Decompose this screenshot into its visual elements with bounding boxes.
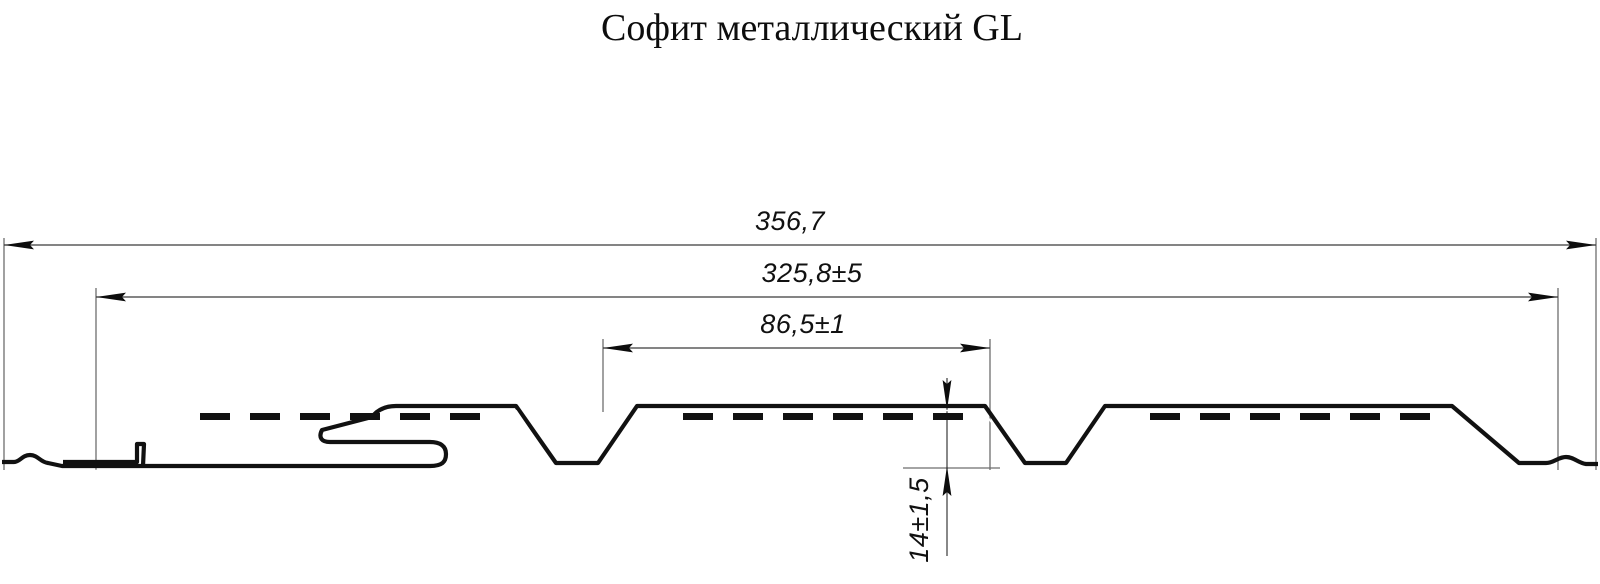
extension-lines [3,238,1597,470]
dim-label-segment-width: 86,5±1 [760,309,845,339]
page-title: Софит металлический GL [601,7,1023,49]
dimension-lines-horizontal [4,240,1596,353]
perforation-slot [1400,413,1430,420]
profile-outline-path [2,403,1598,469]
profile-inner-edge [62,409,1546,472]
perforation-slots [200,413,1430,420]
perforation-slot [1150,413,1180,420]
dim-label-profile-height: 14±1,5 [904,477,934,563]
perforation-slot [683,413,713,420]
perforation-slot [350,413,380,420]
dim-label-working-width: 325,8±5 [762,258,863,288]
perforation-slot [250,413,280,420]
perforation-slot [733,413,763,420]
perforation-slot [200,413,230,420]
perforation-slot [400,413,430,420]
perforation-slot [933,413,963,420]
perforation-slot [1300,413,1330,420]
perforation-slot [1350,413,1380,420]
perforation-slot [1200,413,1230,420]
perforation-slot [300,413,330,420]
profile-cross-section [2,403,1598,472]
dim-label-overall-width: 356,7 [755,206,826,236]
perforation-slot [833,413,863,420]
perforation-slot [1250,413,1280,420]
perforation-slot [450,413,480,420]
perforation-slot [883,413,913,420]
arrow-head-up-icon [942,466,952,496]
perforation-slot [783,413,813,420]
arrow-head-down-icon [942,380,952,410]
